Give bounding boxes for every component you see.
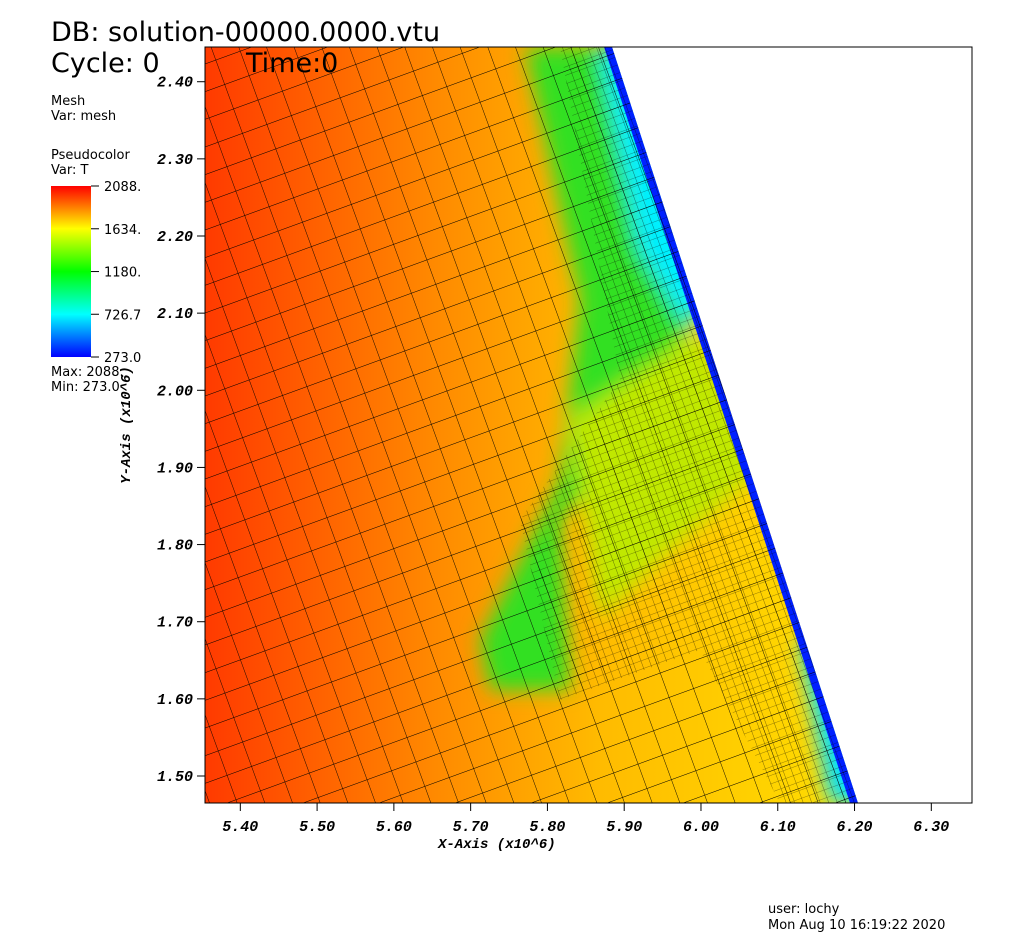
plot-var: Var: mesh — [51, 109, 116, 124]
colorbar-tick-label: 273.0 — [104, 351, 141, 366]
user: user: lochy — [768, 902, 840, 917]
x-tick-label: 5.50 — [299, 819, 335, 836]
y-tick-label: 1.90 — [157, 460, 193, 477]
y-tick-label: 2.40 — [157, 75, 193, 92]
time: Time:0 — [245, 48, 338, 79]
colorbar-tick-label: 1180. — [104, 266, 141, 281]
y-tick-label: 2.20 — [157, 229, 193, 246]
field — [205, 47, 858, 803]
db-title: DB: solution-00000.0000.vtu — [51, 17, 440, 48]
plot-frame — [204, 46, 973, 804]
y-tick-label: 1.50 — [157, 769, 193, 786]
y-tick-label: 1.70 — [157, 615, 193, 632]
min-label: Min: 273.0 — [51, 380, 120, 395]
plot-var: Var: T — [51, 163, 88, 178]
x-axis-label: X-Axis (x10^6) — [437, 837, 556, 853]
y-tick-label: 1.60 — [157, 692, 193, 709]
x-tick-label: 5.60 — [376, 819, 412, 836]
x-tick-label: 5.40 — [222, 819, 258, 836]
max-label: Max: 2088. — [51, 365, 124, 380]
colorbar-tick-label: 2088. — [104, 180, 141, 195]
y-tick-label: 2.30 — [157, 152, 193, 169]
x-tick-label: 6.00 — [683, 819, 719, 836]
plot-name: Pseudocolor — [51, 148, 130, 163]
x-tick-label: 6.10 — [760, 819, 796, 836]
colorbar — [51, 186, 91, 357]
y-tick-label: 2.10 — [157, 306, 193, 323]
x-tick-label: 5.90 — [606, 819, 642, 836]
colorbar-tick-label: 1634. — [104, 223, 141, 238]
y-axis-label: Y-Axis (x10^6) — [119, 366, 135, 484]
colorbar-tick-label: 726.7 — [104, 308, 141, 323]
date: Mon Aug 10 16:19:22 2020 — [768, 918, 945, 933]
y-tick-label: 1.80 — [157, 538, 193, 555]
x-tick-label: 6.20 — [837, 819, 873, 836]
x-tick-label: 5.80 — [529, 819, 565, 836]
x-tick-label: 6.30 — [913, 819, 949, 836]
y-tick-label: 2.00 — [157, 383, 193, 400]
cycle: Cycle: 0 — [51, 48, 160, 79]
plot-name: Mesh — [51, 94, 85, 109]
x-tick-label: 5.70 — [453, 819, 489, 836]
